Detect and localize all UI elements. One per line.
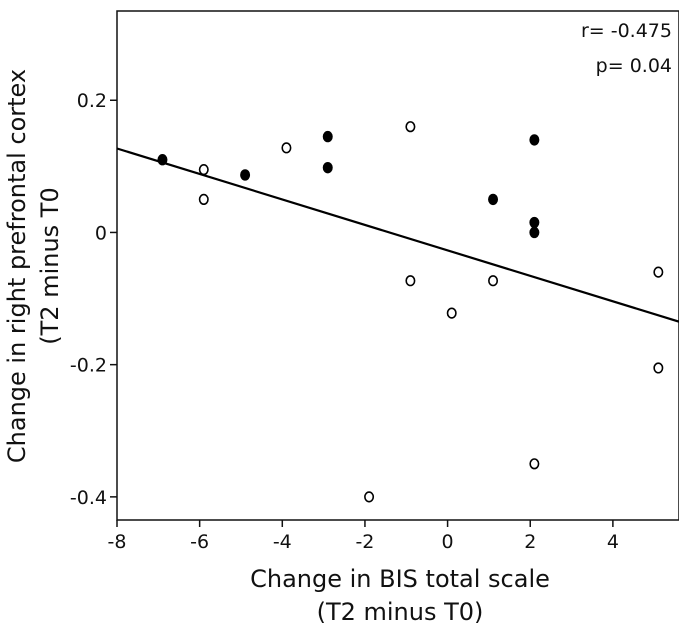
filled-data-point <box>488 193 499 206</box>
y-tick-label: -0.4 <box>70 487 107 509</box>
filled-data-point <box>529 134 540 146</box>
stat-r-label: r= -0.475 <box>581 20 672 42</box>
x-tick-label: 4 <box>607 531 619 553</box>
filled-data-point <box>157 154 168 166</box>
filled-data-point <box>322 130 333 143</box>
regression-line <box>116 147 679 323</box>
x-axis-title-line-2: (T2 minus T0) <box>317 598 484 626</box>
y-tick-label: -0.2 <box>70 355 107 377</box>
filled-data-point <box>529 216 540 229</box>
open-data-point <box>198 164 209 176</box>
x-tick-label: -4 <box>273 531 292 553</box>
filled-data-point <box>240 169 251 181</box>
y-tick-label: 0.2 <box>77 90 107 112</box>
y-tick-label: 0 <box>95 222 107 244</box>
x-tick-label: -2 <box>355 531 374 553</box>
x-tick-label: -8 <box>108 531 127 553</box>
open-data-point <box>405 121 416 133</box>
open-data-point <box>364 491 375 503</box>
open-data-point <box>281 142 292 154</box>
axis-tick-labels: -8 -6 -4 -2 0 2 4 0.2 0 -0.2 -0.4 <box>70 90 619 553</box>
stat-p-label: p= 0.04 <box>596 55 672 77</box>
open-data-point <box>405 275 416 287</box>
open-data-point <box>488 275 499 287</box>
y-axis-title-line-2: (T2 minus T0 <box>36 187 64 344</box>
axis-ticks <box>110 99 614 527</box>
x-tick-label: -6 <box>190 531 209 553</box>
x-axis-title-line-1: Change in BIS total scale <box>250 565 550 593</box>
open-data-point <box>198 193 209 205</box>
filled-data-point <box>529 226 540 239</box>
open-data-point <box>446 307 457 319</box>
x-tick-label: 2 <box>524 531 536 553</box>
x-tick-label: 0 <box>442 531 454 553</box>
data-points <box>157 121 664 503</box>
open-data-point <box>529 458 540 470</box>
fit-line-layer <box>116 147 679 323</box>
y-axis-title-line-1: Change in right prefrontal cortex <box>3 69 31 463</box>
filled-data-point <box>322 161 333 174</box>
plot-area-frame <box>116 10 679 521</box>
open-data-point <box>653 266 664 278</box>
open-data-point <box>653 362 664 374</box>
